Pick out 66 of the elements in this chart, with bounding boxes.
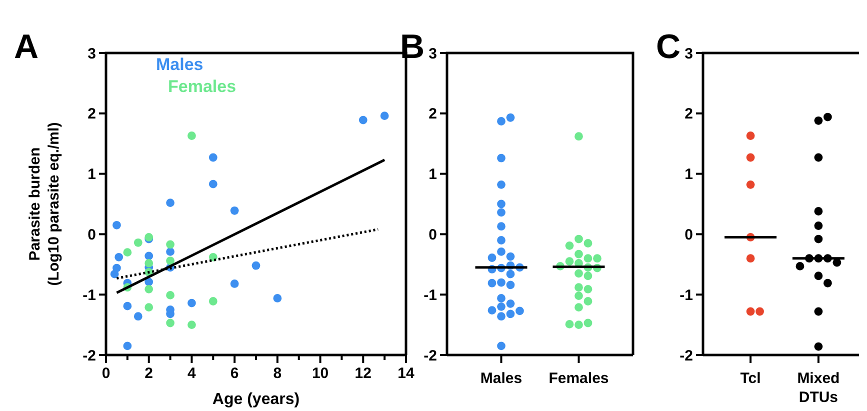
y-tick-label: 1 [428,166,437,184]
x-tick-label: Tcl [740,370,761,387]
x-tick-label: 10 [312,365,329,382]
y-tick-label: -1 [424,286,437,304]
point [114,252,124,262]
text: Males [156,55,204,74]
x-tick-label: 8 [273,365,282,382]
point [188,320,196,329]
text: Females [168,77,236,96]
x-tick-label: Males [480,370,522,387]
point [166,248,174,256]
y-tick-label: -2 [680,347,693,364]
y-tick-label: 2 [428,106,437,123]
y-tick-label: 3 [428,45,437,62]
point [273,294,282,302]
point [230,280,239,288]
y-tick-label: 0 [88,226,96,244]
point [112,220,121,230]
point [166,256,174,265]
point [134,238,142,247]
y-tick-label: -1 [82,286,96,304]
x-axis-title: Age (years) [212,391,300,408]
y-tick-label: -1 [680,286,693,304]
point [144,303,154,312]
chart-title: A [14,28,39,66]
point [123,302,132,310]
chart-title: C [656,28,681,66]
point [123,342,132,350]
point [380,112,389,120]
x-tick-label: 12 [354,365,372,382]
x-tick-label: Mixed DTUs [797,370,840,406]
x-tick-label: 6 [230,365,239,382]
point [208,297,218,306]
x-tick-label: 4 [188,365,197,382]
point [252,261,260,270]
y-tick-label: 1 [88,166,96,184]
x-tick-label: Females [548,370,609,387]
y-tick-label: 2 [684,106,693,123]
point [166,198,174,207]
point [166,240,174,249]
y-tick-label: 0 [684,226,693,244]
point [134,312,142,321]
y-tick-label: -2 [424,347,437,364]
point [110,270,119,278]
point [166,291,174,300]
x-tick-label: 0 [102,365,110,382]
y-tick-label: 0 [428,226,437,244]
point [144,284,154,294]
x-tick-label: 2 [144,365,154,382]
point [166,318,174,328]
x-tick-label: 14 [398,365,415,382]
point [208,153,218,162]
point [123,248,132,257]
point [358,116,368,124]
point [144,252,154,260]
point [188,298,196,308]
point [208,180,218,188]
point [188,132,196,140]
y-tick-label: 1 [684,166,693,184]
y-tick-label: -2 [82,347,96,364]
y-tick-label: 2 [88,106,96,123]
y-tick-label: 3 [684,45,693,62]
point [144,258,154,268]
y-tick-label: 3 [88,45,96,62]
y-axis-title: Parasite burden (Log10 parasite eq./ml) [26,122,62,286]
point [230,206,239,215]
